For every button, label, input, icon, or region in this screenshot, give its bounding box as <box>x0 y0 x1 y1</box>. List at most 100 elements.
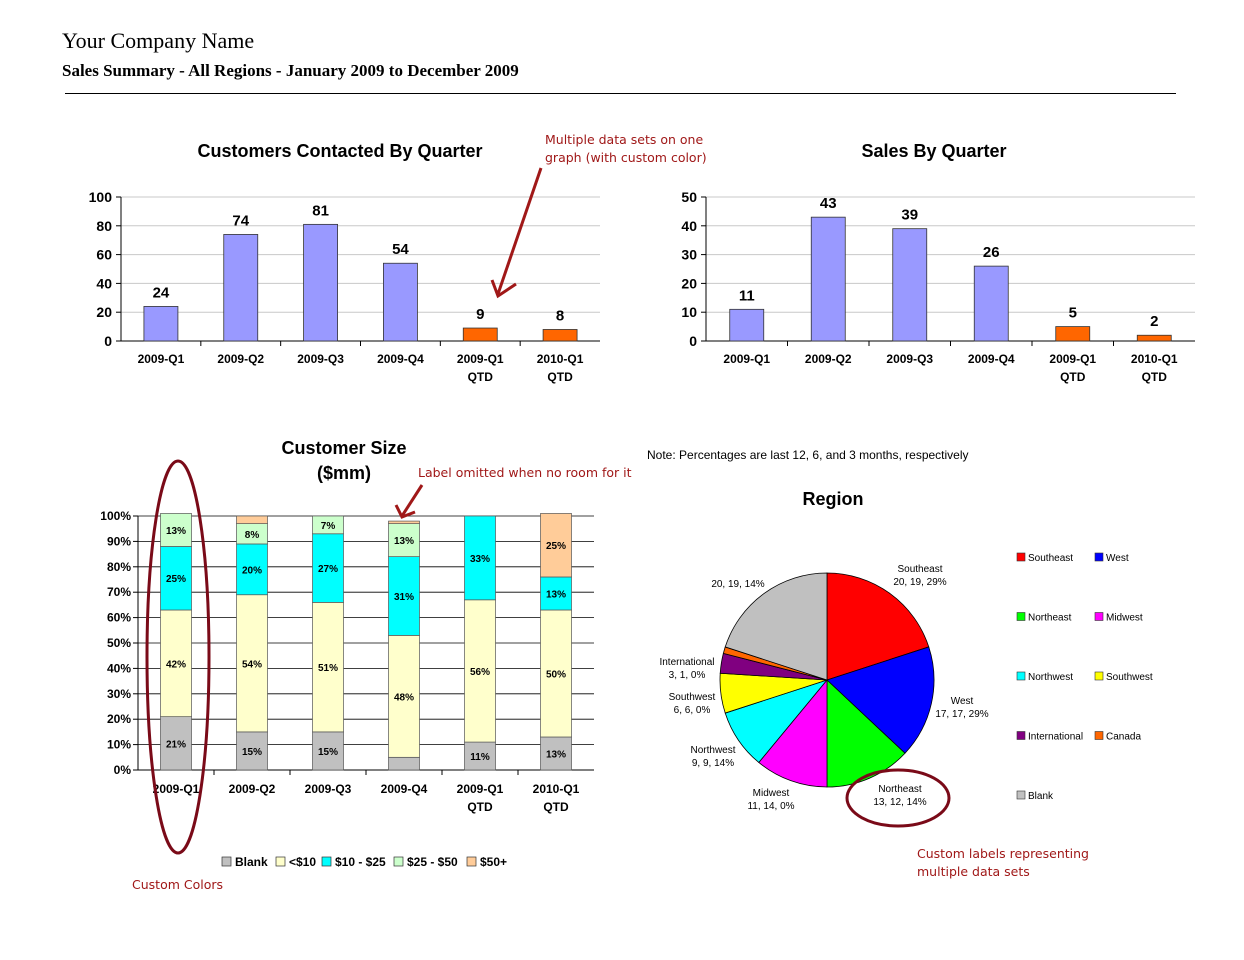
stacked-segment <box>160 716 192 771</box>
x-tick-label: 2009-Q4 <box>377 352 424 366</box>
report-subtitle: Sales Summary - All Regions - January 20… <box>62 61 519 80</box>
slice-label: 17, 17, 29% <box>935 709 988 720</box>
legend-label: Southwest <box>1106 672 1153 683</box>
segment-label: 15% <box>318 747 338 758</box>
x-tick-label: QTD <box>1142 370 1168 384</box>
segment-label: 13% <box>166 526 186 537</box>
x-tick-label: 2010-Q1 <box>1131 352 1178 366</box>
stacked-segment <box>388 520 420 524</box>
chart-title: Region <box>803 489 864 509</box>
y-tick-label: 20% <box>107 712 131 726</box>
legend-swatch <box>1016 790 1026 800</box>
x-tick-label: 2009-Q1 <box>457 352 504 366</box>
annotations: Multiple data sets on one graph (with cus… <box>132 132 1089 892</box>
annotation-custom-labels: Custom labels representing <box>917 846 1089 861</box>
bar <box>973 265 1009 342</box>
slice-label: Northeast <box>878 784 922 795</box>
annotation-arrowhead <box>490 279 517 299</box>
x-tick-label: 2009-Q3 <box>886 352 933 366</box>
stacked-segment <box>540 609 572 738</box>
percentages-note: Note: Percentages are last 12, 6, and 3 … <box>647 448 969 462</box>
legend-label: International <box>1028 732 1083 743</box>
legend-label: Northwest <box>1028 672 1073 683</box>
bar <box>542 329 578 342</box>
segment-label: 25% <box>546 541 566 552</box>
x-tick-label: QTD <box>543 800 569 814</box>
x-tick-label: 2009-Q3 <box>297 352 344 366</box>
stacked-segment <box>160 609 192 718</box>
y-tick-label: 20 <box>681 275 697 291</box>
x-tick-label: 2010-Q1 <box>537 352 584 366</box>
slice-label: 11, 14, 0% <box>747 801 794 812</box>
legend-swatch <box>1016 731 1026 740</box>
legend-swatch <box>1094 612 1104 621</box>
legend-label: <$10 <box>289 855 316 869</box>
stacked-segment <box>464 599 496 743</box>
bar <box>143 306 179 342</box>
slice-label: Northwest <box>690 745 735 756</box>
segment-label: 50% <box>546 669 566 680</box>
y-tick-label: 10% <box>107 738 131 752</box>
y-tick-label: 90% <box>107 534 131 548</box>
x-tick-label: QTD <box>467 800 493 814</box>
legend-swatch <box>1016 552 1026 562</box>
legend-swatch <box>1094 731 1104 740</box>
stacked-segment <box>388 756 420 771</box>
slice-label: 20, 19, 14% <box>711 579 764 590</box>
y-tick-label: 100 <box>89 189 113 205</box>
data-label: 81 <box>312 202 329 219</box>
data-label: 39 <box>901 207 918 224</box>
pie-slice <box>826 679 906 788</box>
segment-label: 42% <box>166 659 186 670</box>
y-tick-label: 40% <box>107 661 131 675</box>
data-label: 8 <box>556 307 564 324</box>
bar <box>462 327 498 342</box>
x-tick-label: 2009-Q3 <box>305 782 352 796</box>
stacked-segment <box>540 513 572 578</box>
slice-label: West <box>951 696 974 707</box>
stacked-segment <box>540 576 572 611</box>
stacked-segment <box>312 533 344 603</box>
x-tick-label: QTD <box>547 370 573 384</box>
annotation-custom-labels: multiple data sets <box>917 864 1030 879</box>
stacked-segment <box>312 731 344 771</box>
stacked-segment <box>236 515 268 524</box>
y-tick-label: 30 <box>681 247 697 263</box>
legend-label: Blank <box>235 855 268 869</box>
bar <box>223 234 259 342</box>
x-tick-label: QTD <box>1060 370 1086 384</box>
slice-label: 6, 6, 0% <box>674 705 711 716</box>
y-tick-label: 0 <box>104 333 112 349</box>
legend-swatch <box>1016 612 1026 621</box>
pie-legend: Southeast West Northeast Midwest Northwest So… <box>1016 552 1153 802</box>
data-label: 26 <box>983 244 1000 261</box>
y-tick-label: 80% <box>107 560 131 574</box>
stacked-segment <box>388 635 420 758</box>
chart-title: Customers Contacted By Quarter <box>197 141 482 161</box>
slice-label: 9, 9, 14% <box>692 758 734 769</box>
data-label: 9 <box>476 306 484 323</box>
y-tick-label: 60 <box>96 247 112 263</box>
header-divider <box>65 93 1176 94</box>
x-tick-label: 2009-Q2 <box>805 352 852 366</box>
legend-swatch <box>221 856 232 867</box>
x-tick-label: 2009-Q1 <box>138 352 185 366</box>
slice-label: International <box>659 657 714 668</box>
stacked-segment <box>464 741 496 771</box>
company-name: Your Company Name <box>62 28 255 53</box>
legend-label: $10 - $25 <box>335 855 386 869</box>
pie-slice <box>724 572 828 681</box>
annotation-arrowhead <box>394 504 416 519</box>
stacked-segment <box>236 731 268 771</box>
pie-slice <box>826 646 935 754</box>
chart-title: Sales By Quarter <box>861 141 1006 161</box>
x-tick-label: 2009-Q2 <box>229 782 276 796</box>
stacked-segment <box>312 602 344 733</box>
chart-title-units: ($mm) <box>317 463 371 483</box>
legend-swatch <box>275 856 286 867</box>
annotation-arrow <box>400 484 424 517</box>
y-tick-label: 70% <box>107 585 131 599</box>
stacked-segment <box>464 515 496 601</box>
legend-swatch <box>321 856 332 867</box>
